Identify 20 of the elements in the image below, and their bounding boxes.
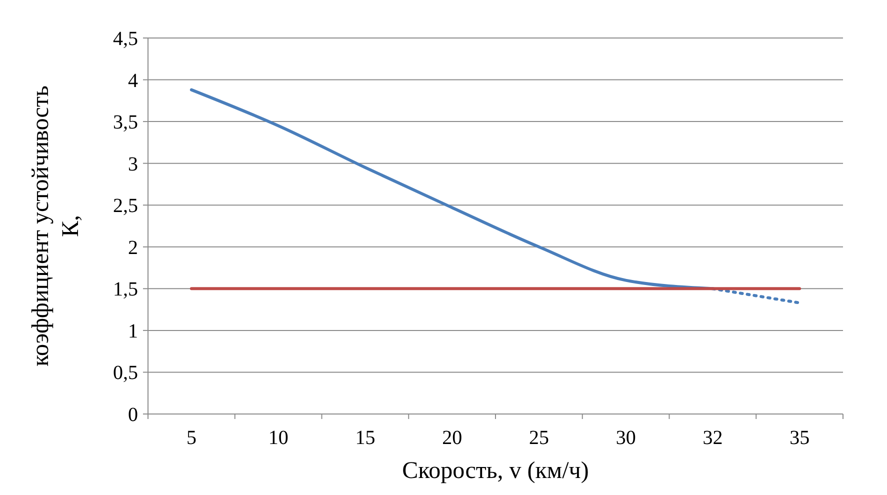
x-axis-title: Скорость, v (км/ч) xyxy=(402,458,589,484)
x-tick-label: 10 xyxy=(268,427,288,449)
y-tick-label: 1 xyxy=(128,320,138,342)
y-tick-label: 4 xyxy=(128,70,138,92)
x-tick-label: 32 xyxy=(702,427,723,449)
x-tick-label: 15 xyxy=(355,427,376,449)
x-tick-label: 30 xyxy=(616,427,636,449)
y-tick-label: 0,5 xyxy=(113,362,138,384)
x-tick-label: 20 xyxy=(442,427,462,449)
x-tick-label: 35 xyxy=(790,427,810,449)
y-tick-label: 3,5 xyxy=(113,112,138,134)
y-tick-label: 4,5 xyxy=(113,28,138,50)
x-tick-label: 25 xyxy=(528,427,549,449)
x-tick-label: 5 xyxy=(186,427,196,449)
y-tick-label: 2,5 xyxy=(113,195,138,218)
y-tick-label: 0 xyxy=(128,404,138,426)
y-tick-label: 1,5 xyxy=(113,278,138,301)
y-tick-label: 3 xyxy=(128,153,138,176)
y-axis-title: коэффициент устойчивость К, xyxy=(28,86,84,366)
y-tick-label: 2 xyxy=(128,236,138,259)
